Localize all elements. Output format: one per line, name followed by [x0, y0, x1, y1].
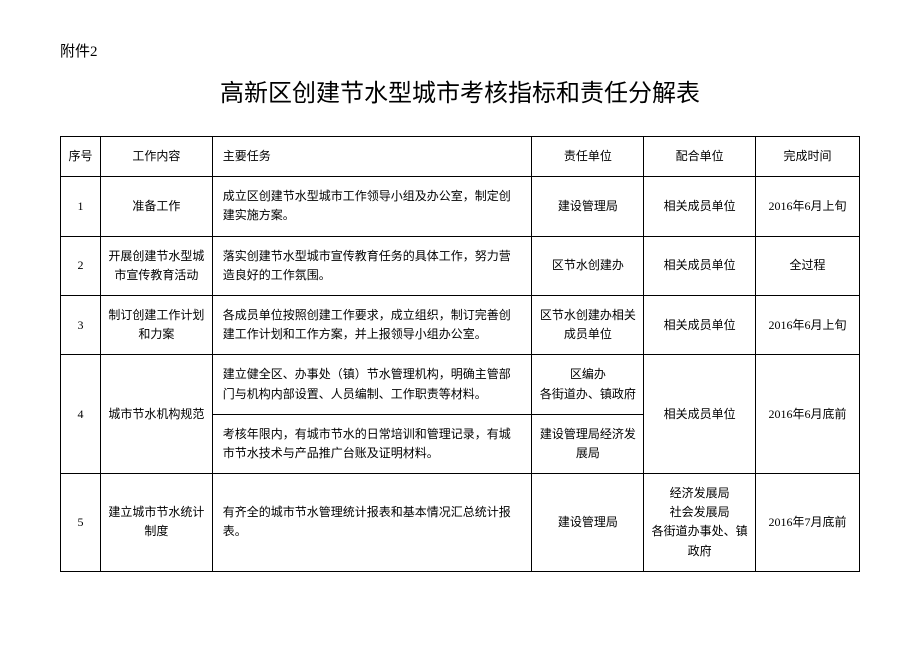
header-work: 工作内容 — [100, 137, 212, 177]
cell-time: 全过程 — [756, 236, 860, 295]
cell-time: 2016年6月上旬 — [756, 177, 860, 236]
cell-coop: 经济发展局 社会发展局 各街道办事处、镇政府 — [644, 474, 756, 572]
cell-time: 2016年6月上旬 — [756, 295, 860, 354]
header-time: 完成时间 — [756, 137, 860, 177]
table-row: 5 建立城市节水统计制度 有齐全的城市节水管理统计报表和基本情况汇总统计报表。 … — [61, 474, 860, 572]
cell-task: 考核年限内，有城市节水的日常培训和管理记录，有城市节水技术与产品推广台账及证明材… — [212, 414, 532, 473]
cell-seq: 2 — [61, 236, 101, 295]
attachment-label: 附件2 — [60, 40, 860, 61]
table-row: 4 城市节水机构规范 建立健全区、办事处（镇）节水管理机构，明确主管部门与机构内… — [61, 355, 860, 414]
cell-work: 准备工作 — [100, 177, 212, 236]
header-coop: 配合单位 — [644, 137, 756, 177]
header-task: 主要任务 — [212, 137, 532, 177]
cell-task: 落实创建节水型城市宣传教育任务的具体工作，努力营造良好的工作氛围。 — [212, 236, 532, 295]
header-seq: 序号 — [61, 137, 101, 177]
cell-seq: 1 — [61, 177, 101, 236]
cell-resp: 区编办 各街道办、镇政府 — [532, 355, 644, 414]
table-row: 3 制订创建工作计划和力案 各成员单位按照创建工作要求，成立组织，制订完善创建工… — [61, 295, 860, 354]
cell-resp: 建设管理局经济发展局 — [532, 414, 644, 473]
cell-coop: 相关成员单位 — [644, 295, 756, 354]
table-row: 1 准备工作 成立区创建节水型城市工作领导小组及办公室，制定创建实施方案。 建设… — [61, 177, 860, 236]
cell-resp: 建设管理局 — [532, 177, 644, 236]
cell-resp: 建设管理局 — [532, 474, 644, 572]
cell-coop: 相关成员单位 — [644, 236, 756, 295]
document-title: 高新区创建节水型城市考核指标和责任分解表 — [60, 73, 860, 108]
cell-coop: 相关成员单位 — [644, 177, 756, 236]
cell-work: 开展创建节水型城市宣传教育活动 — [100, 236, 212, 295]
assessment-table: 序号 工作内容 主要任务 责任单位 配合单位 完成时间 1 准备工作 成立区创建… — [60, 136, 860, 572]
cell-time: 2016年7月底前 — [756, 474, 860, 572]
cell-resp: 区节水创建办 — [532, 236, 644, 295]
cell-work: 制订创建工作计划和力案 — [100, 295, 212, 354]
cell-task: 成立区创建节水型城市工作领导小组及办公室，制定创建实施方案。 — [212, 177, 532, 236]
cell-work: 建立城市节水统计制度 — [100, 474, 212, 572]
cell-work: 城市节水机构规范 — [100, 355, 212, 474]
cell-task: 各成员单位按照创建工作要求，成立组织，制订完善创建工作计划和工作方案，并上报领导… — [212, 295, 532, 354]
cell-task: 建立健全区、办事处（镇）节水管理机构，明确主管部门与机构内部设置、人员编制、工作… — [212, 355, 532, 414]
table-row: 2 开展创建节水型城市宣传教育活动 落实创建节水型城市宣传教育任务的具体工作，努… — [61, 236, 860, 295]
cell-time: 2016年6月底前 — [756, 355, 860, 474]
cell-seq: 5 — [61, 474, 101, 572]
cell-resp: 区节水创建办相关成员单位 — [532, 295, 644, 354]
cell-seq: 4 — [61, 355, 101, 474]
cell-seq: 3 — [61, 295, 101, 354]
table-header-row: 序号 工作内容 主要任务 责任单位 配合单位 完成时间 — [61, 137, 860, 177]
header-resp: 责任单位 — [532, 137, 644, 177]
cell-coop: 相关成员单位 — [644, 355, 756, 474]
cell-task: 有齐全的城市节水管理统计报表和基本情况汇总统计报表。 — [212, 474, 532, 572]
